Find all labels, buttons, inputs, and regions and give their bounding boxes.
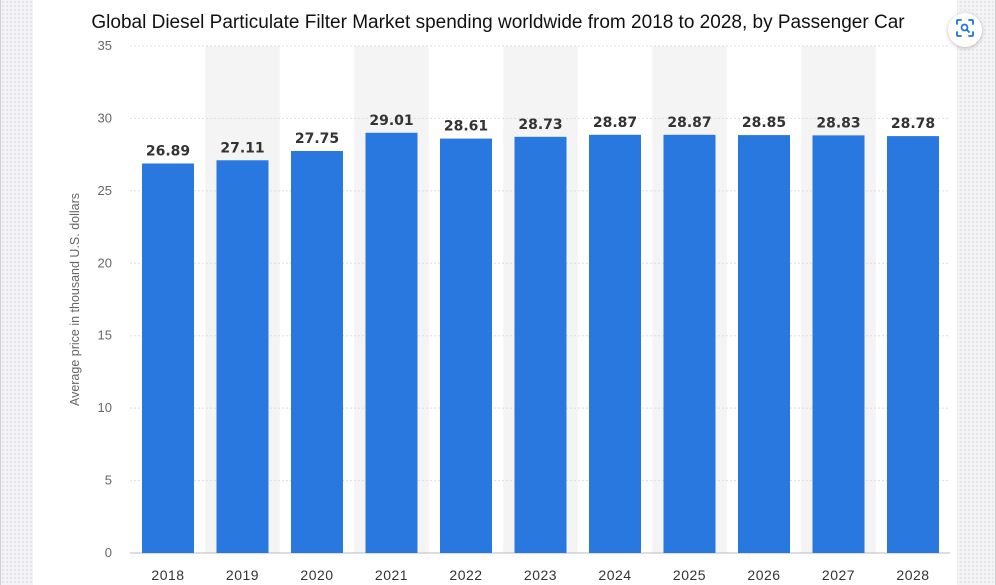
y-tick-label: 0: [105, 545, 112, 560]
x-tick-label-2027: 2027: [822, 567, 855, 583]
bar-2025: [663, 134, 716, 553]
x-tick-label-2028: 2028: [896, 567, 929, 583]
x-tick-label-2021: 2021: [375, 567, 408, 583]
chart-title: Global Diesel Particulate Filter Market …: [91, 12, 905, 33]
left-border-pattern: [1, 0, 33, 585]
bar-2019: [216, 160, 269, 553]
data-label-2025: 28.87: [667, 115, 711, 131]
y-axis-label: Average price in thousand U.S. dollars: [68, 193, 82, 406]
data-label-2027: 28.83: [816, 115, 860, 131]
x-tick-label-2024: 2024: [598, 567, 631, 583]
y-tick-label: 30: [98, 110, 112, 125]
data-label-2019: 27.11: [220, 140, 264, 156]
x-tick-label-2026: 2026: [747, 567, 780, 583]
data-label-2023: 28.73: [518, 117, 562, 133]
data-label-2022: 28.61: [444, 119, 488, 135]
bar-2018: [142, 163, 194, 554]
bar-2022: [440, 138, 492, 553]
bar-2020: [291, 151, 343, 553]
visual-search-button[interactable]: [948, 13, 982, 47]
right-border-pattern: [955, 0, 995, 585]
y-tick-label: 35: [98, 38, 112, 53]
y-tick-label: 5: [105, 473, 112, 488]
x-tick-label-2025: 2025: [673, 567, 706, 583]
data-label-2020: 27.75: [295, 131, 339, 147]
data-label-2028: 28.78: [891, 116, 935, 132]
y-tick-label: 20: [98, 255, 112, 270]
data-label-2018: 26.89: [146, 143, 190, 159]
y-tick-label: 15: [98, 328, 112, 343]
y-tick-label: 25: [98, 183, 112, 198]
data-label-2024: 28.87: [593, 115, 637, 131]
bar-2028: [887, 136, 939, 553]
bar-2027: [812, 135, 865, 553]
x-tick-label-2022: 2022: [449, 567, 482, 583]
scan-search-icon: [955, 18, 975, 43]
x-tick-label-2018: 2018: [151, 567, 184, 583]
bar-2023: [514, 136, 567, 553]
data-label-2021: 29.01: [369, 113, 413, 129]
x-tick-label-2020: 2020: [300, 567, 333, 583]
bar-2024: [589, 134, 641, 553]
x-tick-label-2019: 2019: [226, 567, 259, 583]
bar-2021: [365, 132, 418, 554]
data-label-2026: 28.85: [742, 115, 786, 131]
bar-2026: [738, 135, 790, 553]
x-tick-label-2023: 2023: [524, 567, 557, 583]
y-tick-label: 10: [98, 400, 112, 415]
